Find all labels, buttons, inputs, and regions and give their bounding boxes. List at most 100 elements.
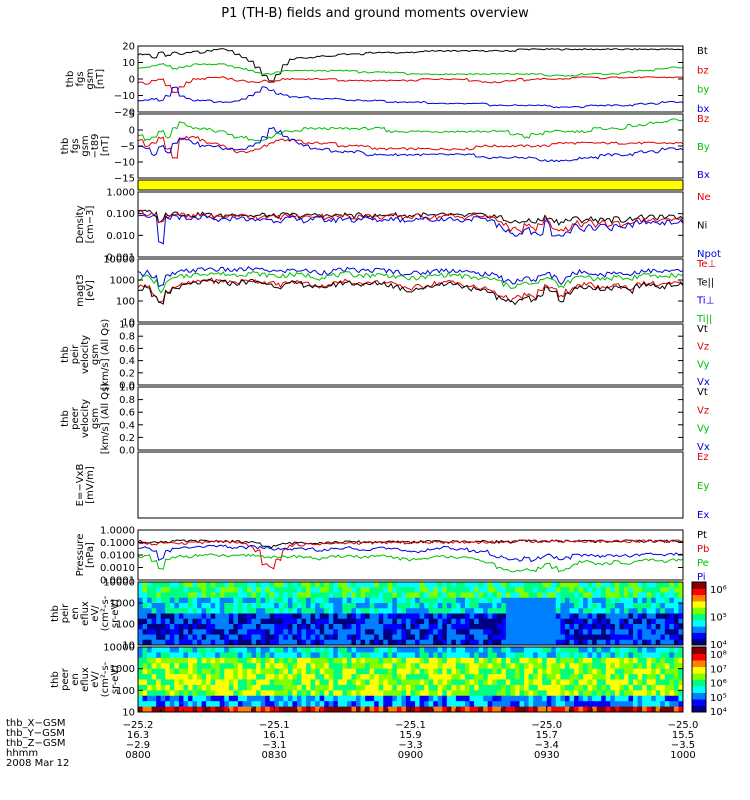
heatmap-cell xyxy=(260,652,266,659)
heatmap-cell xyxy=(465,634,471,641)
heatmap-cell xyxy=(401,663,407,670)
heatmap-cell xyxy=(419,690,425,697)
heatmap-cell xyxy=(587,618,593,625)
heatmap-cell xyxy=(287,597,293,604)
heatmap-cell xyxy=(378,701,384,708)
heatmap-cell xyxy=(592,695,598,702)
heatmap-cell xyxy=(501,587,507,593)
heatmap-cell xyxy=(474,629,480,635)
heatmap-cell xyxy=(360,695,366,702)
heatmap-cell xyxy=(383,592,389,599)
heatmap-cell xyxy=(156,679,162,686)
legend-Bx: Bx xyxy=(697,170,710,181)
heatmap-cell xyxy=(410,634,416,641)
heatmap-cell xyxy=(392,647,398,653)
heatmap-cell xyxy=(465,592,471,599)
heatmap-cell xyxy=(292,624,298,630)
x-tick-label: −25.0 xyxy=(531,720,562,731)
heatmap-cell xyxy=(233,701,239,708)
heatmap-cell xyxy=(460,613,466,620)
heatmap-cell xyxy=(315,695,321,702)
heatmap-cell xyxy=(147,652,153,659)
heatmap-cell xyxy=(346,679,352,686)
heatmap-cell xyxy=(646,684,652,691)
heatmap-cell xyxy=(596,592,602,599)
heatmap-cell xyxy=(233,679,239,686)
heatmap-cell xyxy=(183,603,189,609)
heatmap-cell xyxy=(169,603,175,609)
heatmap-cell xyxy=(483,690,489,697)
heatmap-cell xyxy=(637,592,643,599)
heatmap-cell xyxy=(524,674,530,680)
heatmap-cell xyxy=(433,582,439,588)
heatmap-cell xyxy=(215,608,221,614)
heatmap-cell xyxy=(574,597,580,604)
heatmap-cell xyxy=(265,706,271,713)
heatmap-cell xyxy=(487,701,493,708)
heatmap-cell xyxy=(478,624,484,630)
heatmap-cell xyxy=(605,597,611,604)
heatmap-cell xyxy=(605,663,611,670)
heatmap-cell xyxy=(378,695,384,702)
heatmap-cell xyxy=(197,663,203,670)
heatmap-cell xyxy=(178,613,184,620)
heatmap-cell xyxy=(283,695,289,702)
heatmap-cell xyxy=(138,629,144,635)
heatmap-cell xyxy=(533,603,539,609)
legend-Vy: Vy xyxy=(697,424,710,435)
heatmap-cell xyxy=(578,657,584,664)
heatmap-cell xyxy=(492,674,498,680)
y-tick-label: 5 xyxy=(129,110,135,121)
heatmap-cell xyxy=(560,652,566,659)
heatmap-cell xyxy=(233,652,239,659)
heatmap-cell xyxy=(651,629,657,635)
heatmap-cell xyxy=(237,624,243,630)
heatmap-cell xyxy=(392,618,398,625)
heatmap-cell xyxy=(546,624,552,630)
heatmap-cell xyxy=(210,618,216,625)
heatmap-cell xyxy=(455,652,461,659)
heatmap-cell xyxy=(451,674,457,680)
heatmap-cell xyxy=(587,639,593,646)
heatmap-cell xyxy=(642,592,648,599)
heatmap-cell xyxy=(310,652,316,659)
heatmap-cell xyxy=(342,679,348,686)
heatmap-cell xyxy=(651,663,657,670)
heatmap-cell xyxy=(428,674,434,680)
heatmap-cell xyxy=(228,695,234,702)
heatmap-cell xyxy=(637,679,643,686)
heatmap-cell xyxy=(433,597,439,604)
y-axis-label: [km/s] (All Qs) xyxy=(100,319,111,391)
heatmap-cell xyxy=(465,608,471,614)
heatmap-cell xyxy=(233,597,239,604)
heatmap-cell xyxy=(564,701,570,708)
heatmap-cell xyxy=(623,608,629,614)
heatmap-cell xyxy=(405,701,411,708)
heatmap-cell xyxy=(306,647,312,653)
heatmap-cell xyxy=(260,647,266,653)
heatmap-cell xyxy=(678,663,684,670)
heatmap-cell xyxy=(424,597,430,604)
heatmap-cell xyxy=(519,592,525,599)
heatmap-cell xyxy=(142,695,148,702)
heatmap-cell xyxy=(455,674,461,680)
heatmap-cell xyxy=(374,679,380,686)
heatmap-cell xyxy=(319,624,325,630)
heatmap-cell xyxy=(660,701,666,708)
heatmap-cell xyxy=(256,652,262,659)
heatmap-cell xyxy=(383,695,389,702)
heatmap-cell xyxy=(574,608,580,614)
heatmap-cell xyxy=(428,657,434,664)
heatmap-cell xyxy=(651,706,657,713)
heatmap-cell xyxy=(228,597,234,604)
heatmap-cell xyxy=(528,695,534,702)
heatmap-cell xyxy=(387,587,393,593)
heatmap-cell xyxy=(592,663,598,670)
y-tick-label: 0.2 xyxy=(119,433,135,444)
heatmap-cell xyxy=(569,706,575,713)
heatmap-cell xyxy=(306,597,312,604)
heatmap-cell xyxy=(564,695,570,702)
heatmap-cell xyxy=(614,582,620,588)
heatmap-cell xyxy=(465,701,471,708)
heatmap-cell xyxy=(197,618,203,625)
